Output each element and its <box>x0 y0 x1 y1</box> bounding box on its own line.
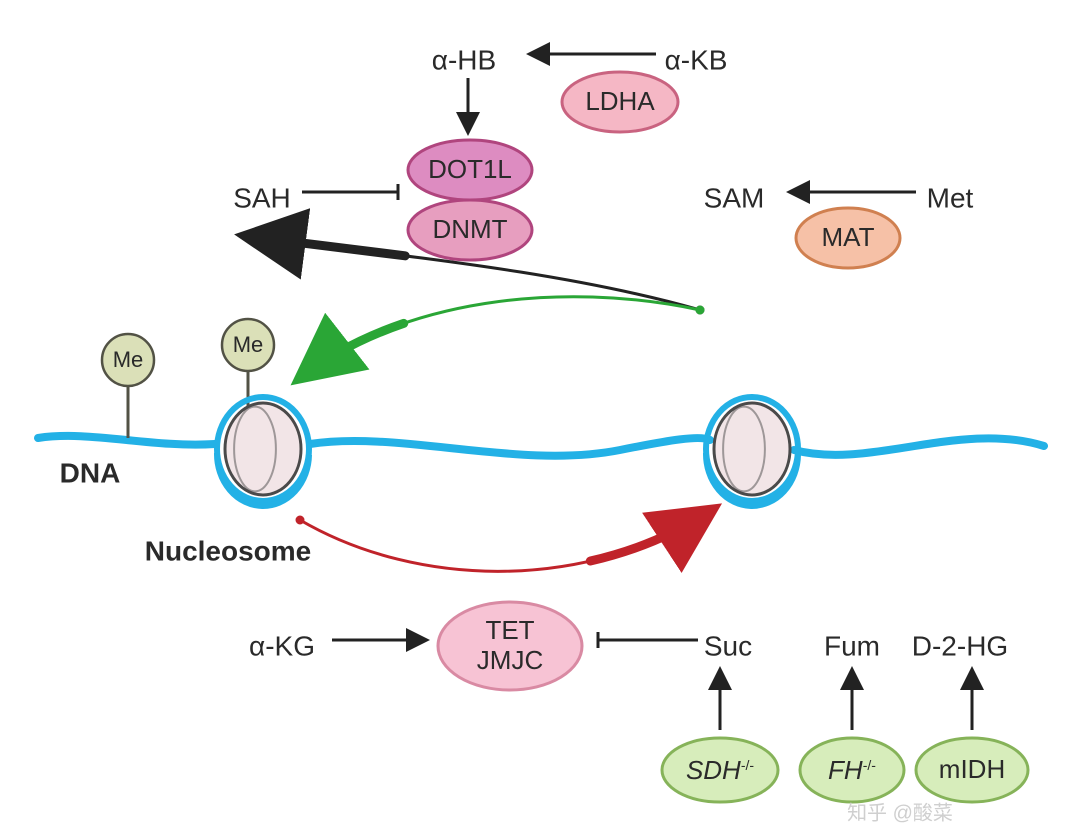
label-Nucleosome: Nucleosome <box>145 535 312 566</box>
svg-text:MAT: MAT <box>822 222 875 252</box>
enzyme-tet: TETJMJC <box>438 602 582 690</box>
enzyme-sdh: SDH-/- <box>662 738 778 802</box>
nucleosome-left <box>217 397 309 506</box>
label-SAH: SAH <box>233 182 291 213</box>
watermark: 知乎 @酸菜 <box>847 801 953 824</box>
label-Suc: Suc <box>704 630 752 661</box>
label-Fum: Fum <box>824 630 880 661</box>
label-Met: Met <box>927 182 974 213</box>
enzyme-dot1l: DOT1L <box>408 140 532 200</box>
svg-text:JMJC: JMJC <box>477 645 543 675</box>
nucleosome-right <box>706 397 798 506</box>
enzyme-mat: MAT <box>796 208 900 268</box>
label-DNA: DNA <box>60 457 121 488</box>
label-aHB: α-HB <box>432 44 496 75</box>
me-marker-2-label: Me <box>233 332 264 357</box>
svg-text:DNMT: DNMT <box>432 214 507 244</box>
label-D2HG: D-2-HG <box>912 630 1008 661</box>
canvas-bg <box>0 0 1080 829</box>
label-SAM: SAM <box>704 182 765 213</box>
svg-text:DOT1L: DOT1L <box>428 154 512 184</box>
label-aKG: α-KG <box>249 630 315 661</box>
svg-text:mIDH: mIDH <box>939 754 1005 784</box>
enzyme-dnmt: DNMT <box>408 200 532 260</box>
svg-text:LDHA: LDHA <box>585 86 655 116</box>
svg-text:TET: TET <box>485 615 534 645</box>
label-aKB: α-KB <box>665 44 728 75</box>
enzyme-ldha: LDHA <box>562 72 678 132</box>
me-marker-1-label: Me <box>113 347 144 372</box>
enzyme-fh: FH-/- <box>800 738 904 802</box>
enzyme-midh: mIDH <box>916 738 1028 802</box>
